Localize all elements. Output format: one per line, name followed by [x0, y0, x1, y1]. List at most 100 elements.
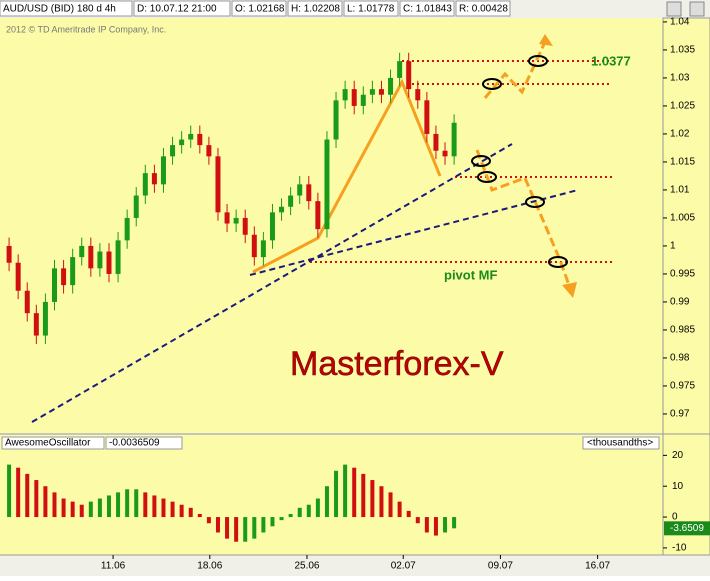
marker: [477, 171, 497, 183]
oscillator-bar: [397, 501, 402, 518]
y-tick-label: 1.035: [670, 45, 695, 56]
candle-body: [351, 89, 357, 106]
oscillator-bar: [415, 517, 420, 524]
oscillator-bar: [343, 464, 348, 518]
oscillator-bar: [7, 464, 12, 518]
candle-body: [88, 245, 94, 269]
candle-body: [197, 133, 203, 146]
candle-body: [406, 61, 412, 90]
y-tick-label: 10: [672, 481, 684, 492]
indicator-value: -0.0036509: [109, 438, 160, 449]
candle-body: [6, 245, 12, 263]
oscillator-bar: [361, 473, 366, 518]
open: O: 1.02168: [235, 4, 285, 15]
copyright: 2012 © TD Ameritrade IP Company, Inc.: [6, 24, 166, 34]
oscillator-bar: [143, 492, 148, 518]
y-tick-label: 0.98: [670, 353, 690, 364]
x-tick-label: 18.06: [197, 561, 222, 572]
close: C: 1.01843: [403, 4, 452, 15]
zoom-button[interactable]: [666, 1, 682, 17]
oscillator-bar: [234, 517, 239, 542]
wave-line: [252, 78, 442, 274]
y-tick-label: 1: [670, 241, 676, 252]
y-tick-label: 1.04: [670, 17, 690, 28]
header-box: [287, 0, 343, 17]
oscillator-bar: [288, 513, 293, 518]
candle-body: [242, 217, 248, 235]
oscillator-bar: [443, 517, 448, 533]
candle-body: [315, 201, 321, 230]
oscillator-bar: [197, 513, 202, 518]
candle-body: [206, 145, 212, 157]
oscillator-bar: [297, 507, 302, 518]
candle-body: [151, 173, 157, 185]
candle-body: [160, 156, 166, 185]
candle-body: [297, 184, 303, 196]
y-tick-label: 0: [672, 512, 678, 523]
oscillator-bar: [116, 492, 121, 518]
target-label: 1.0377: [591, 53, 631, 68]
y-tick-label: 1.025: [670, 101, 695, 112]
header-box: [231, 0, 287, 17]
header-box: [133, 0, 231, 17]
y-tick-label: 0.995: [670, 269, 695, 280]
y-tick-label: 1.005: [670, 213, 695, 224]
candle-body: [388, 77, 394, 95]
arrow-head: [562, 282, 577, 298]
oscillator-bar: [270, 517, 275, 527]
y-tick-label: 0.975: [670, 381, 695, 392]
current-value-box: [664, 521, 710, 536]
brand: Masterforex-V: [290, 345, 504, 383]
marker: [471, 155, 491, 167]
oscillator-bar: [306, 504, 311, 518]
candle-body: [106, 251, 112, 274]
oscillator-bar: [352, 467, 357, 518]
low: L: 1.01778: [347, 4, 395, 15]
y-tick-label: -10: [672, 543, 687, 554]
candle-body: [42, 301, 48, 336]
oscillator-bar: [106, 495, 111, 518]
x-tick-label: 09.07: [488, 561, 513, 572]
scroll-button[interactable]: [689, 1, 705, 17]
oscillator-bar: [279, 517, 284, 521]
pivot-label: pivot MF: [444, 267, 497, 282]
oscillator-bar: [97, 498, 102, 518]
candle-body: [288, 195, 294, 207]
oscillator-panel: [0, 435, 663, 555]
candle-body: [415, 89, 421, 101]
candle-body: [333, 100, 339, 140]
marker: [482, 78, 502, 90]
oscillator-bar: [206, 517, 211, 524]
oscillator-bar: [243, 517, 248, 542]
x-tick-label: 25.06: [294, 561, 319, 572]
candle-body: [70, 257, 76, 286]
candle-body: [133, 195, 139, 218]
candle-body: [179, 139, 185, 146]
range: R: 0.00428: [459, 4, 508, 15]
date: D: 10.07.12 21:00: [137, 4, 217, 15]
drawings: [31, 34, 612, 423]
oscillator-bar: [152, 495, 157, 518]
trend-line: [31, 143, 513, 423]
y-tick-label: 20: [672, 450, 684, 461]
oscillator-bar: [79, 504, 84, 518]
x-tick-label: 16.07: [585, 561, 610, 572]
candle-body: [397, 61, 403, 78]
candle-body: [51, 268, 57, 302]
marker: [528, 55, 548, 67]
marker: [548, 256, 568, 268]
candle-body: [33, 313, 39, 336]
oscillator-bar: [252, 517, 257, 539]
candle-body: [215, 156, 221, 213]
y-tick-label: 1.02: [670, 129, 690, 140]
oscillator-bar: [61, 498, 66, 518]
oscillator-bar: [452, 517, 457, 529]
oscillator-bar: [188, 507, 193, 518]
candle-body: [79, 245, 85, 258]
candle-body: [342, 89, 348, 101]
oscillator-bar: [370, 480, 375, 518]
oscillator-bar: [25, 473, 30, 518]
header-box: [0, 0, 133, 17]
header-box: [455, 0, 511, 17]
price-axis: [662, 17, 710, 556]
